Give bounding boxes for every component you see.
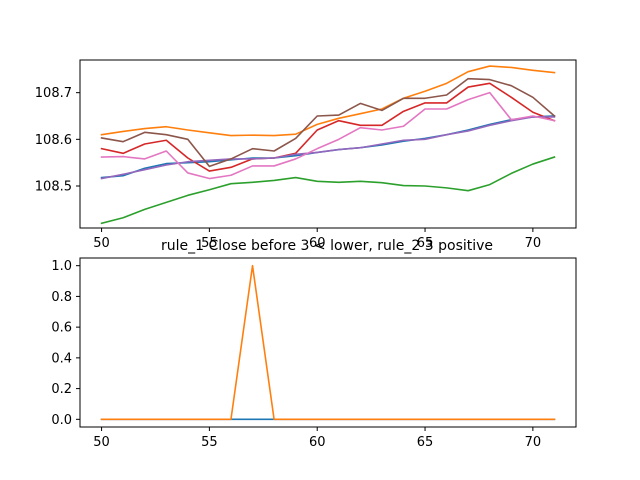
bottom-chart-series [100,264,556,421]
top-chart-panel: 50 55 60 65 70 108.5 108.6 108.7 [35,59,577,251]
bottom-chart-y-tick-label: 0.0 [51,413,72,428]
top-chart-series-5-line [100,116,556,180]
bottom-chart-y-tick-label: 1.0 [51,259,72,274]
bottom-chart-y-tick-label: 0.2 [51,382,72,397]
bottom-chart-axes-frame [79,257,577,428]
top-chart-x-tick-label: 70 [525,236,542,251]
bottom-chart-panel: 50 55 60 65 70 0.0 0.2 0.4 0.6 0.8 1.0 [51,257,577,450]
bottom-chart-x-tick-label: 70 [525,435,542,450]
top-chart-y-tick-label: 108.7 [35,86,72,101]
bottom-chart-x-tick-label: 55 [201,435,218,450]
top-chart-x-tick-label: 50 [93,236,110,251]
top-chart-series-7-line [100,91,556,180]
top-chart-y-tick-label: 108.6 [35,133,72,148]
top-chart-x-tick-label: 65 [417,236,434,251]
top-chart-x-ticks: 50 55 60 65 70 [93,228,541,251]
bottom-chart-y-ticks: 0.0 0.2 0.4 0.6 0.8 1.0 [51,259,80,428]
top-chart-series-3-line [100,156,556,225]
top-chart-series [100,65,556,225]
bottom-chart-x-ticks: 50 55 60 65 70 [93,427,541,450]
top-chart-y-ticks: 108.5 108.6 108.7 [35,86,80,195]
bottom-chart-x-tick-label: 65 [417,435,434,450]
bottom-chart-x-tick-label: 60 [309,435,326,450]
bottom-chart-series-2-line [100,264,556,421]
bottom-chart-title: rule_1 Close before 3 < lower, rule_2 3 … [161,238,493,254]
bottom-chart-y-tick-label: 0.8 [51,290,72,305]
bottom-chart-x-tick-label: 50 [93,435,110,450]
bottom-chart-y-tick-label: 0.4 [51,351,72,366]
top-chart-y-tick-label: 108.5 [35,180,72,195]
top-chart-series-2-line [100,65,556,137]
top-chart-x-tick-label: 60 [309,236,326,251]
top-chart-series-4-line [100,82,556,172]
top-chart-series-6-line [100,77,556,168]
top-chart-axes-frame [79,59,577,229]
top-chart-x-tick-label: 55 [201,236,218,251]
bottom-chart-y-tick-label: 0.6 [51,321,72,336]
